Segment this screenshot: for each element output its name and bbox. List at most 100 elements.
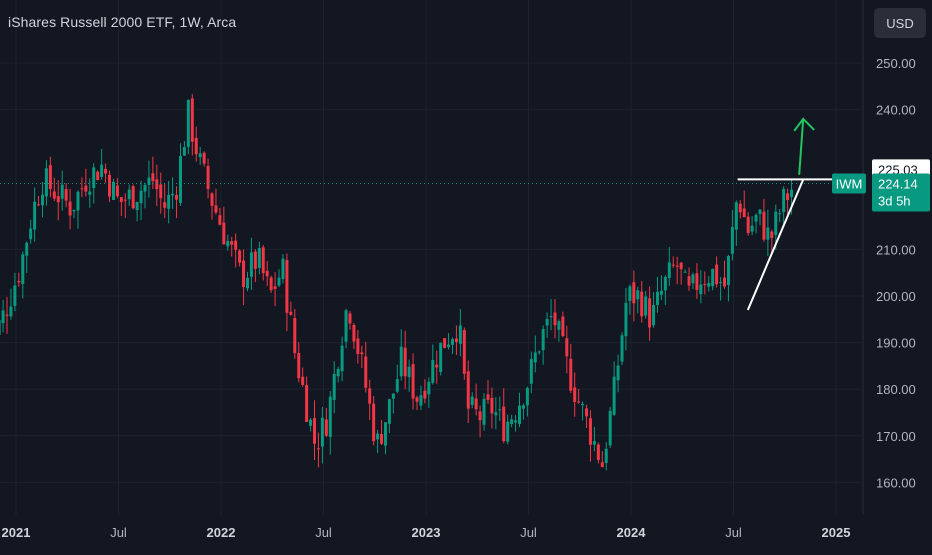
- x-tick-label: Jul: [725, 525, 742, 540]
- candle-body: [754, 214, 758, 222]
- candle-body: [222, 222, 226, 245]
- candle-body: [399, 346, 403, 377]
- candle-body: [447, 344, 451, 348]
- candle-body: [273, 286, 277, 289]
- candle-body: [663, 277, 667, 291]
- candle-body: [301, 376, 305, 385]
- candle-body: [242, 260, 246, 287]
- countdown-label: 3d 5h: [878, 194, 911, 209]
- candle-body: [498, 409, 502, 411]
- candle-body: [679, 262, 683, 270]
- candle-body: [506, 421, 510, 442]
- candle-body: [521, 405, 525, 409]
- candle-body: [198, 153, 202, 158]
- candle-body: [439, 342, 443, 373]
- candle-body: [285, 259, 289, 313]
- candle-body: [423, 390, 427, 399]
- candle-body: [29, 228, 33, 240]
- candle-body: [730, 227, 734, 254]
- candle-body: [667, 262, 671, 278]
- candle-body: [202, 152, 206, 164]
- candle-body: [573, 387, 577, 402]
- candle-body: [458, 325, 462, 344]
- candle-body: [671, 264, 675, 266]
- candle-body: [72, 209, 76, 212]
- candle-body: [230, 241, 234, 245]
- candle-body: [738, 203, 742, 213]
- candle-body: [557, 321, 561, 330]
- candle-body: [450, 339, 454, 345]
- candle-body: [715, 264, 719, 285]
- candle-body: [545, 319, 549, 326]
- candle-body: [750, 225, 754, 232]
- candle-body: [719, 282, 723, 284]
- candle-body: [723, 277, 727, 287]
- candle-body: [139, 190, 143, 204]
- candle-body: [147, 177, 151, 185]
- candle-body: [541, 328, 545, 351]
- candle-body: [387, 399, 391, 424]
- candle-body: [525, 388, 529, 406]
- candle-body: [616, 365, 620, 381]
- candle-body: [159, 184, 163, 199]
- candle-body: [175, 194, 179, 200]
- candle-body: [502, 406, 506, 442]
- candle-body: [766, 227, 770, 240]
- candle-body: [565, 338, 569, 357]
- candle-body: [742, 208, 746, 218]
- candle-body: [588, 418, 592, 445]
- candle-body: [5, 314, 9, 316]
- candle-body: [194, 137, 198, 155]
- candle-body: [486, 394, 490, 400]
- candle-body: [734, 202, 738, 230]
- candle-body: [305, 385, 309, 422]
- candle-body: [454, 338, 458, 342]
- chart-title: iShares Russell 2000 ETF, 1W, Arca: [8, 14, 237, 30]
- candle-body: [703, 284, 707, 286]
- candle-body: [84, 185, 88, 192]
- y-tick-label: 210.00: [876, 242, 916, 257]
- candle-body: [313, 418, 317, 444]
- candle-body: [774, 211, 778, 236]
- candle-body: [592, 441, 596, 445]
- y-tick-label: 250.00: [876, 56, 916, 71]
- candle-body: [88, 191, 92, 195]
- candle-body: [44, 168, 48, 197]
- candle-body: [683, 271, 687, 273]
- candle-body: [415, 397, 419, 402]
- candle-body: [553, 312, 557, 326]
- x-tick-label: 2021: [2, 525, 31, 540]
- x-tick-label: 2022: [207, 525, 236, 540]
- candle-body: [403, 347, 407, 377]
- x-tick-label: Jul: [520, 525, 537, 540]
- candle-body: [443, 338, 447, 348]
- candle-body: [119, 197, 123, 202]
- y-tick-label: 190.00: [876, 336, 916, 351]
- candle-body: [360, 352, 364, 355]
- candle-body: [190, 98, 194, 142]
- candle-body: [269, 277, 273, 291]
- candle-body: [0, 319, 1, 336]
- candle-body: [249, 252, 253, 277]
- candle-body: [600, 462, 604, 468]
- candle-body: [561, 316, 565, 337]
- candle-body: [770, 231, 774, 239]
- y-tick-label: 170.00: [876, 429, 916, 444]
- candle-body: [68, 201, 72, 216]
- candle-body: [687, 276, 691, 286]
- candle-body: [644, 296, 648, 316]
- candle-body: [131, 186, 135, 209]
- candle-body: [297, 352, 301, 379]
- candle-body: [632, 282, 636, 304]
- candle-body: [171, 193, 175, 196]
- candle-body: [624, 302, 628, 337]
- candle-body: [383, 422, 387, 446]
- currency-button[interactable]: USD: [874, 8, 926, 38]
- candle-body: [470, 396, 474, 405]
- candle-body: [518, 405, 522, 424]
- candle-body: [167, 194, 171, 209]
- candle-body: [411, 364, 415, 399]
- candle-body: [253, 251, 257, 269]
